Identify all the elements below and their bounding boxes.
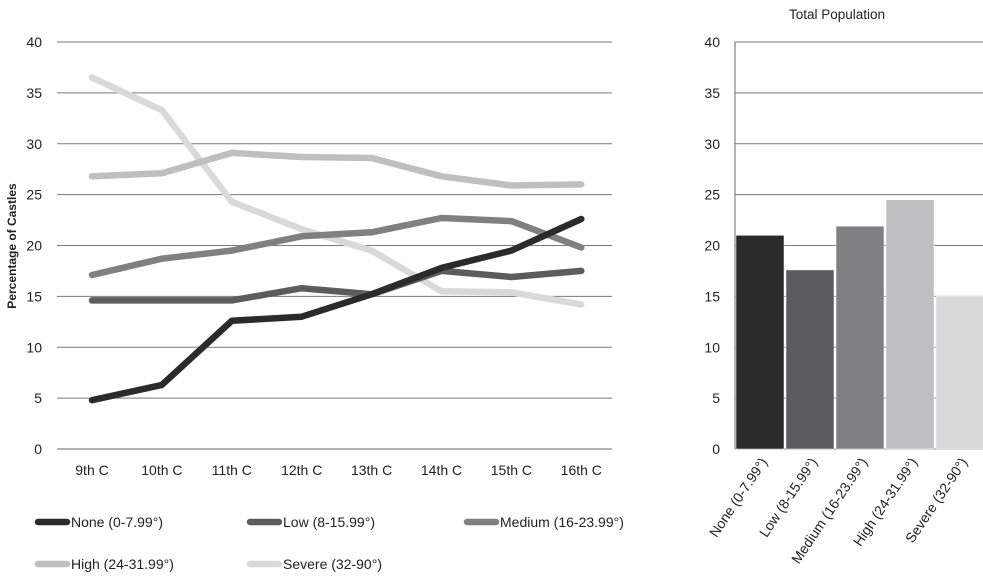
- line-chart-y-tick-label: 10: [26, 339, 42, 355]
- bar-chart: Total Population 0 5 10 15 20 25 30 35 40 None (…: [704, 7, 983, 566]
- legend-label: High (24-31.99°): [71, 556, 174, 572]
- line-chart-y-ticks: 0 5 10 15 20 25 30 35 40: [26, 34, 42, 457]
- line-chart-x-tick-label: 16th C: [561, 462, 602, 478]
- bar-chart-y-tick-label: 25: [704, 187, 720, 203]
- series-line-1: [88, 267, 585, 304]
- bar-2: [835, 225, 885, 450]
- bar-chart-y-tick-label: 15: [704, 288, 720, 304]
- bar-4: [935, 296, 983, 450]
- bar-chart-y-tick-label: 40: [704, 34, 720, 50]
- legend-label: Medium (16-23.99°): [500, 514, 624, 530]
- line-chart-x-tick-label: 13th C: [351, 462, 392, 478]
- legend-label: None (0-7.99°): [71, 514, 163, 530]
- line-chart-y-tick-label: 40: [26, 34, 42, 50]
- line-chart-x-tick-label: 11th C: [212, 462, 252, 478]
- line-chart-y-tick-label: 35: [26, 85, 42, 101]
- line-chart: 0 5 10 15 20 25 30 35 40 9th C 10th C 11th C 12th C…: [5, 34, 624, 572]
- line-chart-x-tick-label: 14th C: [421, 462, 462, 478]
- line-chart-x-tick-label: 12th C: [281, 462, 322, 478]
- legend-label: Low (8-15.99°): [283, 514, 375, 530]
- bar-0: [735, 235, 785, 450]
- line-chart-legend: None (0-7.99°) Low (8-15.99°) Medium (16-2…: [34, 514, 624, 572]
- line-chart-x-ticks: 9th C 10th C 11th C 12th C 13th C 14th C 15th …: [75, 462, 602, 478]
- line-chart-y-tick-label: 0: [34, 441, 42, 457]
- bar-chart-y-tick-label: 0: [712, 441, 720, 457]
- line-chart-x-tick-label: 9th C: [75, 462, 108, 478]
- bar-3: [885, 199, 935, 450]
- line-chart-y-tick-label: 30: [26, 136, 42, 152]
- line-chart-gridlines: [57, 41, 612, 450]
- bar-1: [785, 269, 835, 450]
- bar-chart-title: Total Population: [789, 7, 885, 22]
- series-line-4: [88, 74, 585, 308]
- bar-chart-y-tick-label: 35: [704, 85, 720, 101]
- bar-chart-x-ticks: None (0-7.99°)Low (8-15.99°)Medium (16-2…: [706, 455, 971, 567]
- bar-chart-y-tick-label: 5: [712, 390, 720, 406]
- series-line-2: [88, 214, 585, 279]
- bar-chart-y-tick-label: 10: [704, 339, 720, 355]
- line-chart-y-axis-label: Percentage of Castles: [5, 183, 19, 309]
- line-chart-x-tick-label: 15th C: [491, 462, 532, 478]
- bar-chart-y-tick-label: 30: [704, 136, 720, 152]
- series-line-0: [88, 215, 585, 404]
- bar-chart-y-tick-label: 20: [704, 238, 720, 254]
- series-line-3: [88, 149, 585, 189]
- bar-chart-bars: [735, 199, 983, 450]
- line-chart-y-tick-label: 20: [26, 238, 42, 254]
- legend-label: Severe (32-90°): [283, 556, 382, 572]
- line-chart-y-tick-label: 15: [26, 288, 42, 304]
- line-chart-x-tick-label: 10th C: [141, 462, 182, 478]
- line-chart-series: [88, 74, 585, 404]
- bar-chart-y-ticks: 0 5 10 15 20 25 30 35 40: [704, 34, 720, 457]
- line-chart-y-tick-label: 25: [26, 187, 42, 203]
- line-chart-y-tick-label: 5: [34, 390, 42, 406]
